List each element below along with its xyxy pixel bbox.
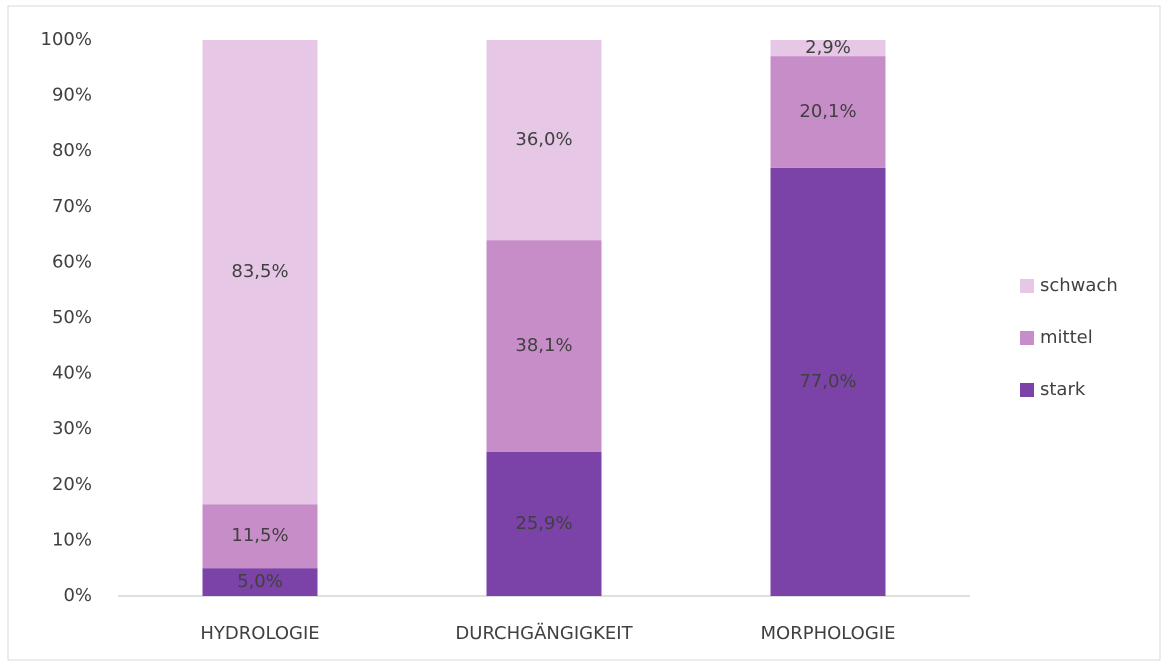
data-label: 20,1% bbox=[799, 101, 856, 122]
legend-label: mittel bbox=[1040, 327, 1093, 348]
y-tick-label: 80% bbox=[52, 140, 92, 161]
legend-swatch bbox=[1020, 383, 1034, 397]
data-label: 11,5% bbox=[231, 525, 288, 546]
bar-segment bbox=[202, 568, 318, 596]
y-tick-label: 20% bbox=[52, 474, 92, 495]
x-tick-label: DURCHGÄNGIGKEIT bbox=[455, 623, 633, 644]
data-label: 5,0% bbox=[237, 571, 283, 592]
bar-segment bbox=[486, 40, 602, 241]
bar-segment bbox=[202, 40, 318, 505]
legend-label: stark bbox=[1040, 379, 1086, 400]
data-label: 38,1% bbox=[515, 335, 572, 356]
x-tick-label: MORPHOLOGIE bbox=[761, 623, 896, 644]
data-label: 36,0% bbox=[515, 129, 572, 150]
bar-segment bbox=[770, 40, 886, 57]
y-tick-label: 0% bbox=[63, 585, 92, 606]
y-tick-label: 50% bbox=[52, 307, 92, 328]
bar-segment bbox=[486, 451, 602, 596]
y-tick-label: 70% bbox=[52, 196, 92, 217]
bar-segment bbox=[770, 56, 886, 168]
y-tick-label: 90% bbox=[52, 85, 92, 106]
y-tick-label: 60% bbox=[52, 251, 92, 272]
legend-swatch bbox=[1020, 279, 1034, 293]
bar-segment bbox=[770, 167, 886, 596]
y-tick-label: 40% bbox=[52, 363, 92, 384]
y-tick-label: 10% bbox=[52, 529, 92, 550]
data-label: 2,9% bbox=[805, 37, 851, 58]
y-tick-label: 100% bbox=[41, 29, 92, 50]
legend-swatch bbox=[1020, 331, 1034, 345]
data-label: 83,5% bbox=[231, 261, 288, 282]
bar-segment bbox=[486, 240, 602, 452]
bar-segment bbox=[202, 504, 318, 569]
x-tick-label: HYDROLOGIE bbox=[200, 623, 319, 644]
y-tick-label: 30% bbox=[52, 418, 92, 439]
legend-label: schwach bbox=[1040, 275, 1118, 296]
data-label: 77,0% bbox=[799, 371, 856, 392]
data-label: 25,9% bbox=[515, 513, 572, 534]
